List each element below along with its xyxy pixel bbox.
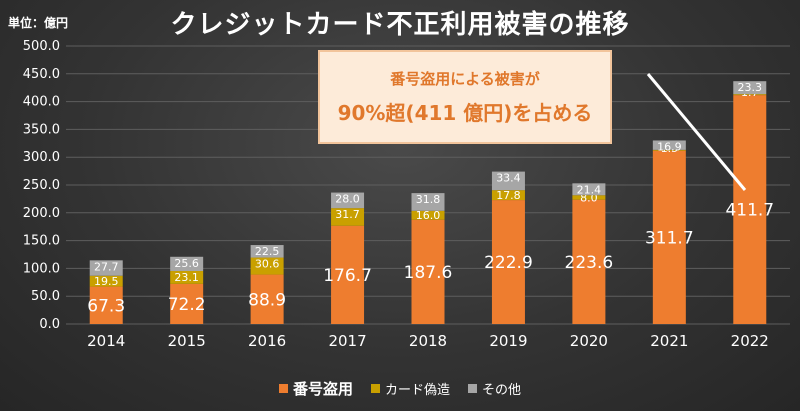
data-label: 23.1 — [174, 271, 199, 284]
bar-segment — [411, 210, 445, 220]
legend-item-other: その他 — [468, 379, 521, 398]
data-label: 30.6 — [255, 258, 280, 271]
bar-segment — [733, 94, 767, 96]
y-tick-label: 200.0 — [23, 206, 60, 221]
y-tick-label: 300.0 — [23, 150, 60, 165]
data-label: 25.6 — [174, 257, 199, 270]
bar-segment — [170, 256, 204, 272]
bar-segment — [89, 260, 123, 276]
bar-segment — [652, 140, 686, 150]
y-tick-label: 450.0 — [23, 67, 60, 82]
bar-segment — [250, 274, 284, 324]
data-label: 187.6 — [404, 263, 453, 283]
bar-segment — [572, 183, 606, 196]
bar-segment — [170, 283, 204, 324]
x-tick-label: 2022 — [731, 332, 769, 350]
bar-segment — [331, 192, 365, 209]
data-label: 176.7 — [323, 266, 372, 286]
data-label: 33.4 — [496, 172, 521, 185]
data-label: 27.7 — [94, 260, 119, 273]
data-label: 311.7 — [645, 228, 694, 248]
x-tick-label: 2018 — [409, 332, 447, 350]
bar-segment — [250, 257, 284, 275]
x-tick-label: 2015 — [168, 332, 206, 350]
bar-segment — [250, 245, 284, 258]
y-tick-label: 100.0 — [23, 261, 60, 276]
data-label: 21.4 — [577, 183, 602, 196]
bar-segment — [331, 208, 365, 226]
callout-pointer-line — [646, 73, 747, 191]
callout-text-line1: 番号盗用による被害が — [390, 70, 540, 88]
legend: 番号盗用 カード偽造 その他 — [0, 378, 800, 399]
x-tick-label: 2019 — [489, 332, 527, 350]
legend-label: その他 — [482, 383, 522, 398]
bar-segment — [572, 199, 606, 324]
data-label: 16.9 — [657, 140, 682, 153]
bar-segment — [572, 195, 606, 200]
x-tick-label: 2017 — [328, 332, 366, 350]
callout-box: 番号盗用による被害が 90%超(411 億円)を占める — [318, 50, 612, 144]
y-tick-label: 50.0 — [31, 289, 60, 304]
y-tick-label: 400.0 — [23, 95, 60, 110]
data-label: 31.8 — [416, 193, 441, 206]
y-tick-label: 350.0 — [23, 122, 60, 137]
data-label: 88.9 — [248, 290, 286, 310]
bar-segment — [491, 171, 525, 191]
bar-segment — [733, 81, 767, 95]
legend-swatch — [278, 384, 288, 393]
bar-segment — [491, 190, 525, 201]
data-label: 16.0 — [416, 209, 441, 222]
x-tick-label: 2014 — [87, 332, 125, 350]
legend-swatch — [370, 384, 380, 393]
bar-segment — [411, 193, 445, 211]
bar-segment — [331, 225, 365, 324]
bar-segment — [89, 286, 123, 324]
x-tick-label: 2020 — [570, 332, 608, 350]
data-label: 22.5 — [255, 245, 280, 258]
data-label: 28.0 — [335, 193, 360, 206]
x-tick-label: 2021 — [650, 332, 688, 350]
data-label: 67.3 — [87, 296, 125, 316]
data-label: 31.7 — [335, 208, 360, 221]
legend-item-number-theft: 番号盗用 — [278, 378, 353, 399]
data-label: 223.6 — [565, 253, 614, 273]
legend-label: 番号盗用 — [292, 380, 353, 398]
legend-label: カード偽造 — [384, 383, 450, 398]
data-label: 411.7 — [725, 201, 774, 221]
legend-item-card-forgery: カード偽造 — [370, 379, 450, 398]
bar-segment — [89, 275, 123, 287]
data-label: 23.3 — [738, 81, 763, 94]
bar-segment — [170, 271, 204, 284]
bar-segment — [652, 149, 686, 151]
y-tick-label: 150.0 — [23, 234, 60, 249]
bar-segment — [491, 200, 525, 324]
data-label: 222.9 — [484, 253, 533, 273]
data-label: 19.5 — [94, 275, 119, 288]
legend-swatch — [468, 384, 477, 393]
y-tick-label: 500.0 — [23, 39, 60, 54]
unit-label: 単位：億円 — [8, 16, 69, 30]
x-tick-label: 2016 — [248, 332, 286, 350]
bar-segment — [652, 150, 686, 324]
bar-segment — [733, 95, 767, 324]
y-tick-label: 250.0 — [23, 178, 60, 193]
chart-title: クレジットカード不正利用被害の推移 — [170, 10, 630, 40]
bar-segment — [411, 219, 445, 324]
y-tick-label: 0.0 — [39, 317, 60, 332]
data-label: 17.8 — [496, 189, 521, 202]
data-label: 72.2 — [168, 295, 206, 315]
callout-text-line2: 90%超(411 億円)を占める — [337, 101, 593, 125]
